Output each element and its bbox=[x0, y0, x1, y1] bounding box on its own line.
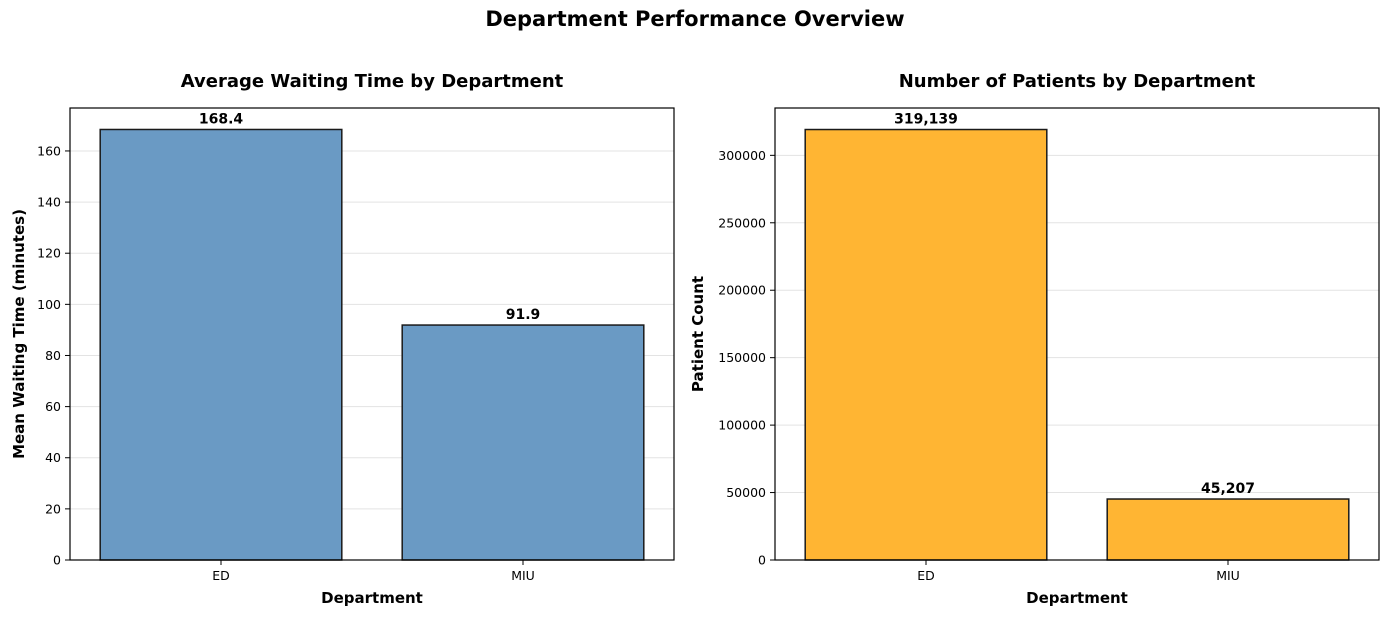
x-tick-label: ED bbox=[917, 568, 935, 583]
x-axis-label: Department bbox=[1026, 589, 1128, 607]
x-axis-label: Department bbox=[321, 589, 423, 607]
x-tick-label: ED bbox=[212, 568, 230, 583]
y-axis-label: Mean Waiting Time (minutes) bbox=[10, 209, 28, 459]
y-tick-label: 150000 bbox=[718, 350, 766, 365]
y-tick-label: 40 bbox=[45, 450, 61, 465]
bar-value-label-ed: 168.4 bbox=[199, 111, 244, 127]
axes-frame bbox=[774, 107, 1380, 561]
chart-title: Number of Patients by Department bbox=[899, 71, 1256, 92]
axes-frame bbox=[69, 107, 675, 561]
bar-miu bbox=[401, 324, 645, 561]
x-tick-label: MIU bbox=[1216, 568, 1240, 583]
y-tick-label: 100 bbox=[37, 297, 61, 312]
figure-title: Department Performance Overview bbox=[485, 7, 904, 31]
chart-panel-2: 319,139 ED 45,207 MIU 0 50000 100000 150000 2000… bbox=[689, 71, 1380, 607]
x-tick-label: MIU bbox=[511, 568, 535, 583]
chart-panel-1: 168.4 ED 91.9 MIU 0 20 40 60 80 100 120 140 160 Avera… bbox=[10, 71, 675, 607]
y-tick-label: 200000 bbox=[718, 283, 766, 298]
chart-panels: 168.4 ED 91.9 MIU 0 20 40 60 80 100 120 140 160 Avera… bbox=[10, 71, 1380, 607]
y-axis-label: Patient Count bbox=[689, 276, 707, 392]
y-tick-label: 160 bbox=[37, 143, 61, 158]
bar-value-label-miu: 91.9 bbox=[506, 307, 541, 323]
y-tick-label: 100000 bbox=[718, 418, 766, 433]
y-tick-label: 80 bbox=[45, 348, 61, 363]
y-tick-label: 300000 bbox=[718, 148, 766, 163]
y-tick-label: 60 bbox=[45, 399, 61, 414]
bar-ed bbox=[804, 128, 1048, 561]
chart-title: Average Waiting Time by Department bbox=[181, 71, 564, 92]
y-tick-label: 140 bbox=[37, 195, 61, 210]
bar-miu bbox=[1106, 498, 1350, 561]
y-tick-label: 50000 bbox=[726, 485, 766, 500]
bar-value-label-miu: 45,207 bbox=[1201, 481, 1255, 497]
y-tick-label: 120 bbox=[37, 246, 61, 261]
y-tick-label: 20 bbox=[45, 501, 61, 516]
y-tick-label: 0 bbox=[758, 553, 766, 568]
y-tick-label: 0 bbox=[53, 553, 61, 568]
bar-value-label-ed: 319,139 bbox=[894, 112, 958, 128]
y-tick-label: 250000 bbox=[718, 215, 766, 230]
bar-ed bbox=[99, 128, 343, 561]
